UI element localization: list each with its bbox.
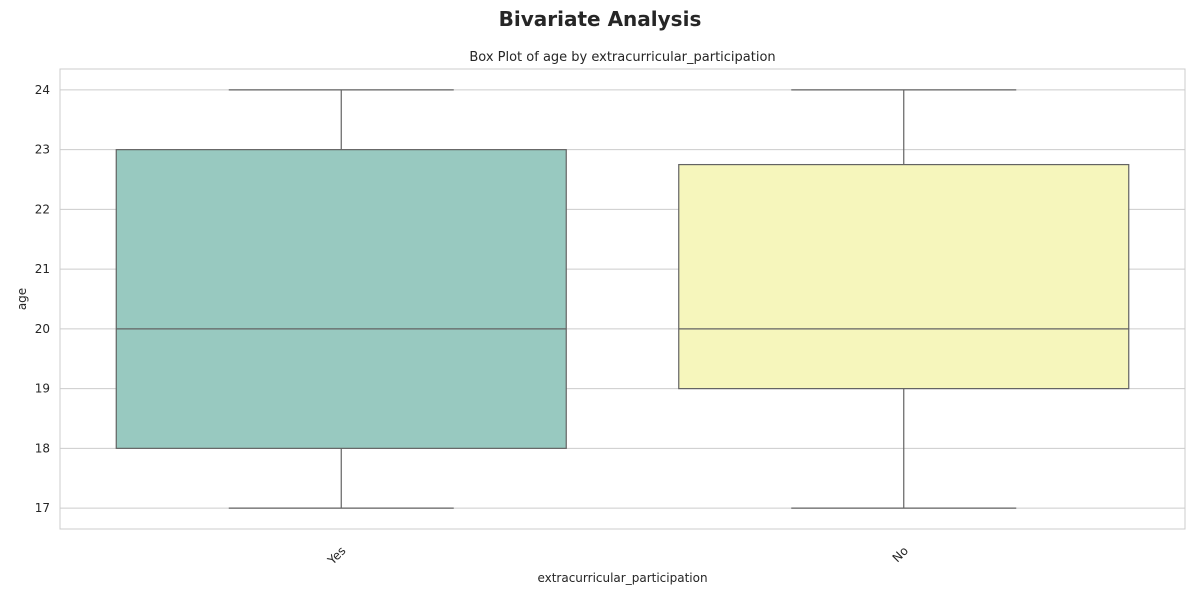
iqr-box xyxy=(115,149,567,449)
box-no xyxy=(678,89,1130,509)
y-tick-label: 19 xyxy=(35,382,50,396)
y-tick-label: 18 xyxy=(35,441,50,455)
y-tick-label: 23 xyxy=(35,143,50,157)
x-tick-labels: Yes No xyxy=(324,544,911,568)
y-tick-label: 24 xyxy=(35,83,50,97)
figure-suptitle: Bivariate Analysis xyxy=(498,7,702,31)
y-tick-labels: 17 18 19 20 21 22 23 24 xyxy=(35,83,50,515)
x-axis-label: extracurricular_participation xyxy=(537,571,707,585)
x-tick-label: No xyxy=(890,544,911,565)
box-yes xyxy=(115,89,567,509)
y-tick-label: 20 xyxy=(35,322,50,336)
chart-title: Box Plot of age by extracurricular_parti… xyxy=(469,50,775,65)
iqr-box xyxy=(678,163,1130,390)
axes-frame xyxy=(59,68,1186,530)
y-tick-label: 21 xyxy=(35,262,50,276)
y-tick-label: 22 xyxy=(35,202,50,216)
boxes xyxy=(115,89,1130,509)
y-axis-label: age xyxy=(15,288,29,310)
y-tick-label: 17 xyxy=(35,501,50,515)
x-tick-label: Yes xyxy=(324,544,348,568)
